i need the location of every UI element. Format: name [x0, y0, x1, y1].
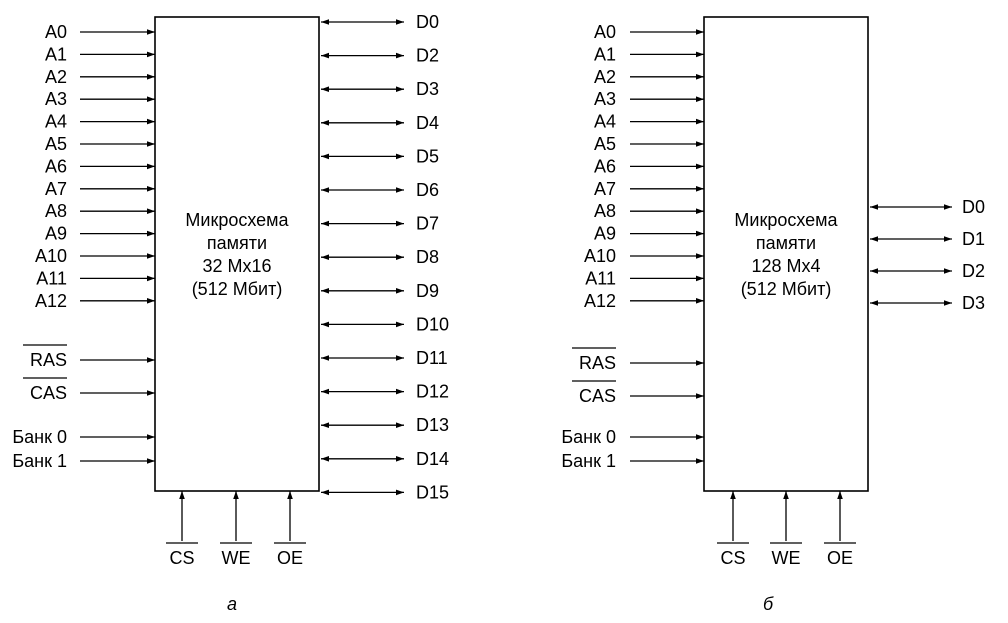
b-pin-label-a4: A4 [594, 112, 616, 132]
b-pin-label-cs: CS [720, 548, 745, 568]
a-pin-label-a9: A9 [45, 224, 67, 244]
chip-a-data-pins: D0 D2 D3 D4 D5 D6 D7 D8 D9 D10 D11 D12 D13 D14 D15 [321, 12, 449, 502]
chip-b-strobe-pins: RAS CAS [572, 347, 704, 406]
b-pin-label-a5: A5 [594, 134, 616, 154]
b-pin-label-a0: A0 [594, 22, 616, 42]
a-pin-label-d13: D13 [416, 415, 449, 435]
b-chip-text-line: памяти [756, 233, 816, 253]
b-pin-label-ras: RAS [579, 353, 616, 373]
b-pin-label-cas: CAS [579, 386, 616, 406]
b-pin-label-a7: A7 [594, 179, 616, 199]
chip-a-control-pins: CS WE OE [166, 491, 306, 568]
b-pin-label-d0: D0 [962, 197, 985, 217]
chip-a-label: Микросхема памяти 32 Мх16 (512 Мбит) [185, 210, 289, 299]
a-pin-label-a2: A2 [45, 67, 67, 87]
a-chip-text-line: 32 Мх16 [202, 256, 271, 276]
a-pin-label-d8: D8 [416, 247, 439, 267]
a-chip-text-line: (512 Мбит) [192, 279, 283, 299]
a-pin-label-d6: D6 [416, 180, 439, 200]
b-pin-label-a12: A12 [584, 291, 616, 311]
b-chip-text-line: Микросхема [734, 210, 838, 230]
a-pin-label-d4: D4 [416, 113, 439, 133]
a-pin-label-d9: D9 [416, 281, 439, 301]
a-pin-label-d12: D12 [416, 382, 449, 402]
b-pin-label-a11: A11 [585, 268, 616, 288]
b-pin-label-a1: A1 [594, 44, 616, 64]
a-pin-label-cas: CAS [30, 383, 67, 403]
b-pin-label-a8: A8 [594, 201, 616, 221]
chip-b-label: Микросхема памяти 128 Мх4 (512 Мбит) [734, 210, 838, 299]
chip-b-bank-pins: Банк 0 Банк 1 [561, 427, 704, 471]
a-pin-label-a10: A10 [35, 246, 67, 266]
a-pin-label-a4: A4 [45, 112, 67, 132]
b-pin-label-we: WE [772, 548, 801, 568]
a-pin-label-a6: A6 [45, 156, 67, 176]
a-pin-label-a12: A12 [35, 291, 67, 311]
a-pin-label-d0: D0 [416, 12, 439, 32]
b-pin-label-a6: A6 [594, 156, 616, 176]
a-pin-label-банк-1: Банк 1 [12, 451, 67, 471]
chip-b-body [703, 16, 869, 492]
b-pin-label-a3: A3 [594, 89, 616, 109]
b-pin-label-d1: D1 [962, 229, 985, 249]
a-pin-label-a1: A1 [45, 44, 67, 64]
a-pin-label-a11: A11 [36, 268, 67, 288]
b-pin-label-банк-1: Банк 1 [561, 451, 616, 471]
b-pin-label-банк-0: Банк 0 [561, 427, 616, 447]
a-pin-label-d7: D7 [416, 214, 439, 234]
a-pin-label-a0: A0 [45, 22, 67, 42]
a-pin-label-a5: A5 [45, 134, 67, 154]
a-chip-text-line: памяти [207, 233, 267, 253]
a-pin-label-d2: D2 [416, 46, 439, 66]
a-pin-label-a7: A7 [45, 179, 67, 199]
a-pin-label-банк-0: Банк 0 [12, 427, 67, 447]
b-chip-text-line: 128 Мх4 [751, 256, 820, 276]
a-pin-label-d5: D5 [416, 146, 439, 166]
a-pin-label-oe: OE [277, 548, 303, 568]
chip-b-caption: б [763, 594, 774, 614]
a-pin-label-a3: A3 [45, 89, 67, 109]
chip-a-strobe-pins: RAS CAS [23, 344, 155, 403]
chip-b-data-pins: D0 D1 D2 D3 [870, 197, 985, 313]
b-pin-label-a2: A2 [594, 67, 616, 87]
b-pin-label-oe: OE [827, 548, 853, 568]
a-pin-label-d3: D3 [416, 79, 439, 99]
b-pin-label-d3: D3 [962, 293, 985, 313]
a-pin-label-we: WE [222, 548, 251, 568]
b-pin-label-d2: D2 [962, 261, 985, 281]
a-pin-label-d14: D14 [416, 449, 449, 469]
a-pin-label-d10: D10 [416, 314, 449, 334]
a-pin-label-cs: CS [169, 548, 194, 568]
b-chip-text-line: (512 Мбит) [741, 279, 832, 299]
chip-a-body [154, 16, 320, 492]
a-pin-label-a8: A8 [45, 201, 67, 221]
chip-b-control-pins: CS WE OE [717, 491, 856, 568]
a-pin-label-d11: D11 [416, 348, 448, 368]
chip-a-bank-pins: Банк 0 Банк 1 [12, 427, 155, 471]
a-chip-text-line: Микросхема [185, 210, 289, 230]
a-pin-label-ras: RAS [30, 350, 67, 370]
a-pin-label-d15: D15 [416, 482, 449, 502]
b-pin-label-a10: A10 [584, 246, 616, 266]
chip-a-caption: а [227, 594, 237, 614]
b-pin-label-a9: A9 [594, 224, 616, 244]
